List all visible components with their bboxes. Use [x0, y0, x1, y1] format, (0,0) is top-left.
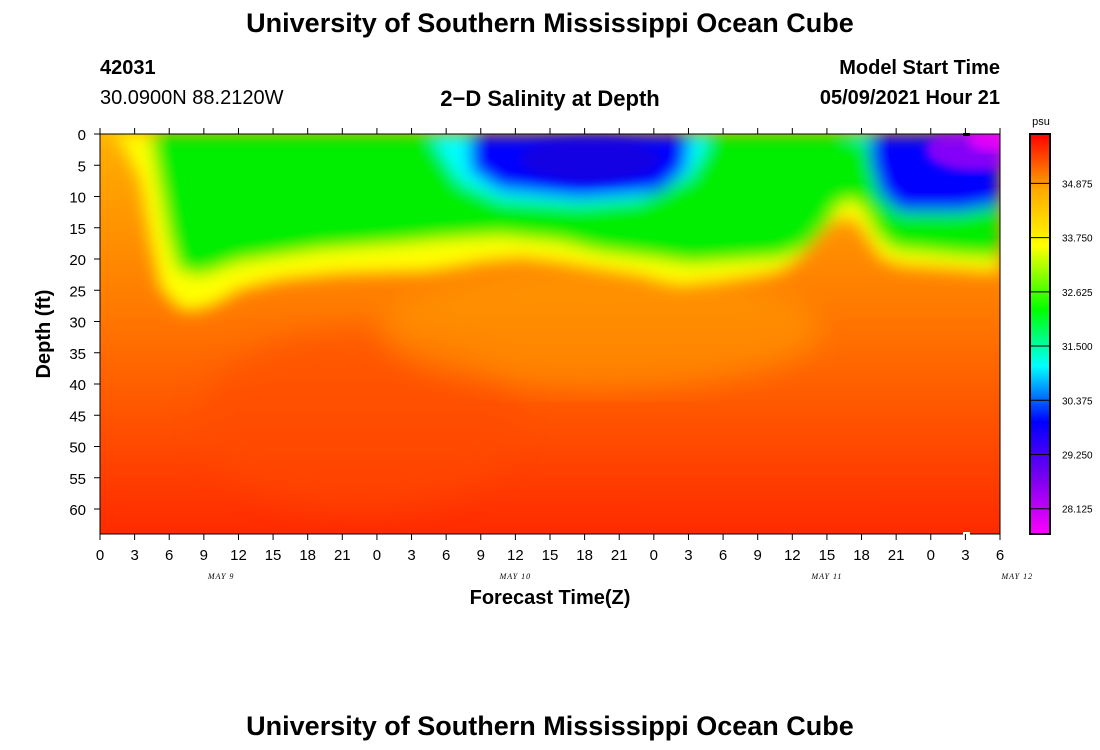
x-tick-label: 9: [200, 547, 208, 564]
y-tick-label: 0: [78, 127, 86, 144]
x-tick-label: 12: [784, 547, 801, 564]
magenta-core-may12: [968, 134, 1000, 152]
y-tick-label: 45: [69, 408, 86, 425]
station-location: 30.0900N 88.2120W: [100, 87, 284, 109]
colorbar-tick-label: 28.125: [1062, 505, 1093, 516]
y-tick-label: 30: [69, 315, 86, 332]
colorbar-tick-label: 29.250: [1062, 450, 1093, 461]
x-tick-label: 15: [542, 547, 559, 564]
y-tick-label: 60: [69, 502, 86, 519]
x-tick-label: 18: [576, 547, 593, 564]
y-axis: 0 5 10 15 20 25 30 35 40 45 50 55 60: [69, 127, 100, 519]
colorbar-tick-label: 34.875: [1062, 179, 1093, 190]
x-tick-label: 6: [996, 547, 1004, 564]
colorbar-tick-label: 30.375: [1062, 396, 1093, 407]
x-tick-label: 12: [230, 547, 247, 564]
colorbar-tick-label: 33.750: [1062, 234, 1093, 245]
colorbar-tick-label: 31.500: [1062, 342, 1093, 353]
x-tick-label: 18: [299, 547, 316, 564]
x-tick-label: 15: [265, 547, 282, 564]
y-tick-label: 55: [69, 471, 86, 488]
date-label: MAY 11: [810, 572, 842, 581]
plot-title: 2−D Salinity at Depth: [440, 86, 660, 111]
y-axis-label: Depth (ft): [33, 290, 55, 379]
green-band: [100, 134, 1000, 276]
x-tick-label: 15: [819, 547, 836, 564]
x-tick-label: 9: [754, 547, 762, 564]
y-tick-label: 50: [69, 440, 86, 457]
x-tick-label: 0: [927, 547, 935, 564]
station-id: 42031: [100, 57, 156, 79]
x-tick-label: 6: [442, 547, 450, 564]
y-tick-label: 5: [78, 158, 86, 175]
colorbar-ramp: [1029, 133, 1051, 535]
date-label: MAY 9: [207, 572, 235, 581]
y-tick-label: 40: [69, 377, 86, 394]
y-tick-label: 35: [69, 346, 86, 363]
y-tick-label: 15: [69, 221, 86, 238]
colorbar-unit: psu: [1032, 116, 1050, 128]
top-marker: [963, 133, 970, 136]
x-tick-label: 18: [853, 547, 870, 564]
date-label: MAY 12: [1001, 572, 1034, 581]
x-tick-label: 21: [611, 547, 628, 564]
x-tick-label: 3: [961, 547, 969, 564]
y-tick-label: 25: [69, 283, 86, 300]
deep-blue-core-may10: [520, 138, 660, 182]
x-tick-label: 0: [96, 547, 104, 564]
colorbar-tick-label: 32.625: [1062, 288, 1093, 299]
x-tick-label: 12: [507, 547, 524, 564]
x-tick-label: 6: [719, 547, 727, 564]
model-start-label: Model Start Time: [839, 57, 1000, 79]
colorbar: psu 34.875 33.750 32.625 31.500 30.375 29.250…: [1029, 116, 1093, 535]
deep-max-patch: [200, 330, 520, 510]
x-tick-label: 0: [650, 547, 658, 564]
x-tick-label: 0: [373, 547, 381, 564]
page-title: University of Southern Mississippi Ocean…: [246, 8, 854, 38]
y-tick-label: 10: [69, 190, 86, 207]
y-tick-label: 20: [69, 252, 86, 269]
x-tick-label: 21: [334, 547, 351, 564]
salinity-heatmap: [100, 134, 1000, 534]
mid-patch: [380, 270, 820, 390]
x-tick-label: 21: [888, 547, 905, 564]
model-start-value: 05/09/2021 Hour 21: [819, 87, 1000, 109]
x-tick-label: 3: [407, 547, 415, 564]
x-tick-label: 9: [477, 547, 485, 564]
bottom-marker: [963, 532, 970, 535]
date-labels: MAY 9 MAY 10 MAY 11 MAY 12: [207, 572, 1034, 581]
date-label: MAY 10: [499, 572, 532, 581]
x-tick-label: 3: [130, 547, 138, 564]
footer-title: University of Southern Mississippi Ocean…: [246, 711, 854, 741]
x-tick-label: 3: [684, 547, 692, 564]
x-axis-label: Forecast Time(Z): [470, 587, 631, 609]
x-axis: 0 3 6 9 12 15 18 21 0 3 6 9 12 15 18 21 0 3 6 9 12 15 18 21 0 3 6: [96, 128, 1004, 564]
x-tick-label: 6: [165, 547, 173, 564]
